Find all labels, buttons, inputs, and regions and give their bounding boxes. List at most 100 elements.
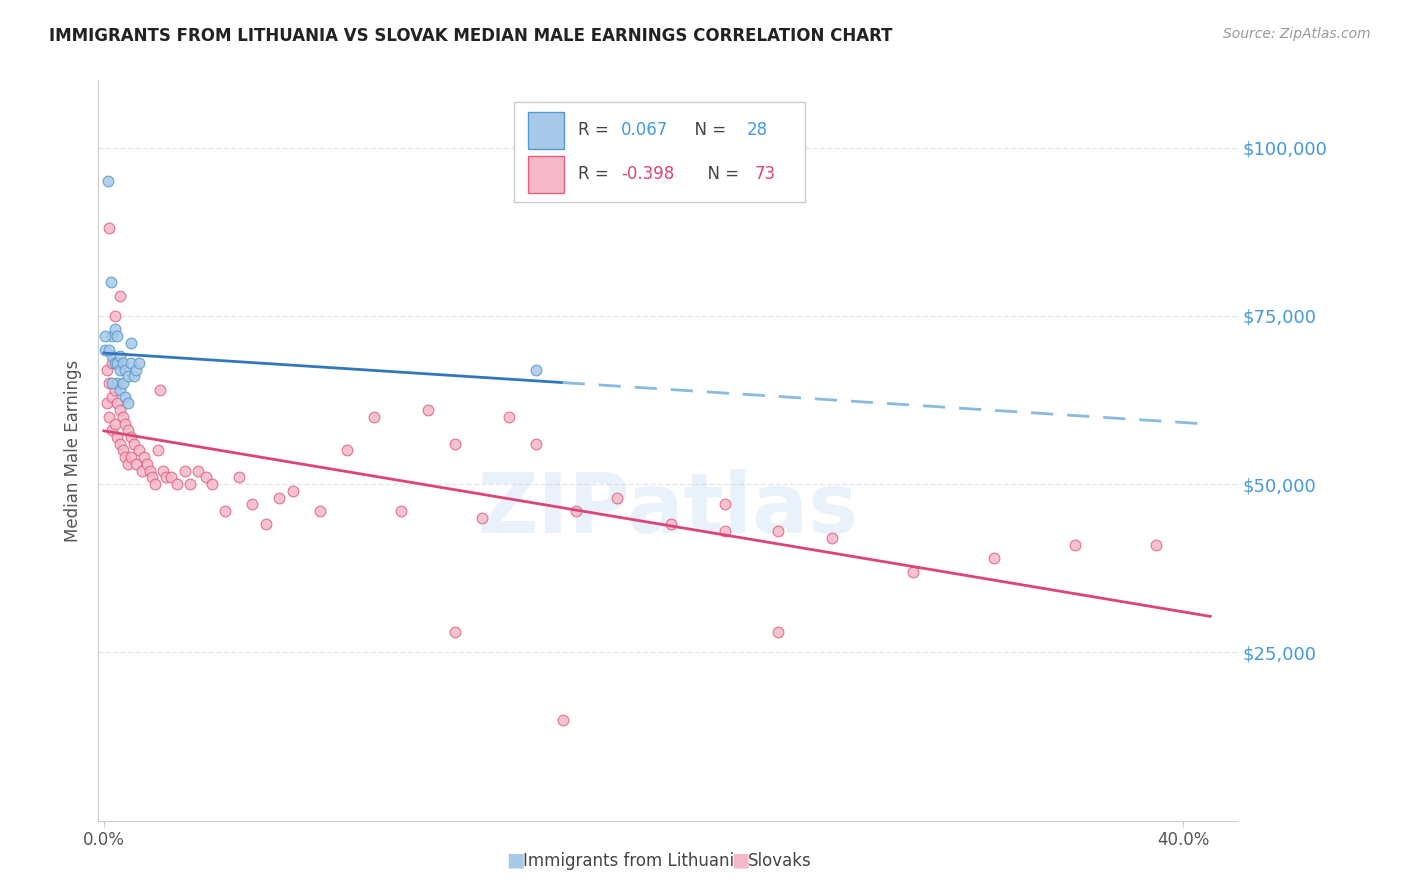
Text: 0.067: 0.067: [621, 121, 668, 139]
Point: [606, 491, 628, 505]
Point: [117, 423, 139, 437]
Point: [97, 174, 120, 188]
Y-axis label: Median Male Earnings: Median Male Earnings: [65, 359, 83, 541]
Point: [128, 443, 150, 458]
Point: [416, 403, 439, 417]
Point: [108, 362, 131, 376]
Text: 73: 73: [755, 165, 776, 184]
Point: [128, 356, 150, 370]
Point: [114, 362, 136, 376]
Text: IMMIGRANTS FROM LITHUANIA VS SLOVAK MEDIAN MALE EARNINGS CORRELATION CHART: IMMIGRANTS FROM LITHUANIA VS SLOVAK MEDI…: [49, 27, 893, 45]
Point: [120, 356, 142, 370]
Point: [105, 356, 128, 370]
Point: [336, 443, 359, 458]
Text: R =: R =: [578, 121, 614, 139]
Text: 28: 28: [747, 121, 768, 139]
Point: [125, 362, 148, 376]
Point: [105, 329, 128, 343]
Point: [94, 329, 117, 343]
Point: [659, 517, 682, 532]
Point: [100, 275, 122, 289]
Point: [713, 497, 735, 511]
Point: [195, 470, 218, 484]
Point: [105, 376, 128, 391]
Point: [98, 376, 121, 391]
Point: [713, 524, 735, 539]
Point: [114, 417, 136, 431]
Point: [108, 349, 131, 363]
Text: -0.398: -0.398: [621, 165, 675, 184]
Text: ■: ■: [731, 851, 749, 870]
Point: [179, 477, 201, 491]
Point: [114, 450, 136, 465]
Point: [228, 470, 250, 484]
Point: [96, 362, 118, 376]
Point: [768, 625, 790, 640]
Point: [138, 464, 160, 478]
Point: [101, 376, 124, 391]
Point: [201, 477, 224, 491]
Point: [111, 356, 134, 370]
Point: [903, 565, 925, 579]
Point: [101, 390, 124, 404]
Text: ZIPatlas: ZIPatlas: [478, 469, 858, 550]
Point: [443, 436, 465, 450]
Point: [565, 504, 588, 518]
Point: [240, 497, 263, 511]
Point: [104, 322, 127, 336]
Point: [105, 396, 128, 410]
Point: [98, 343, 121, 357]
Point: [105, 430, 128, 444]
Bar: [527, 112, 564, 149]
Point: [104, 309, 127, 323]
Point: [111, 409, 134, 424]
Point: [524, 436, 547, 450]
Point: [136, 457, 159, 471]
Point: [768, 524, 790, 539]
Point: [471, 510, 494, 524]
Point: [108, 403, 131, 417]
Point: [821, 531, 844, 545]
Point: [101, 423, 124, 437]
Point: [363, 409, 385, 424]
Point: [104, 356, 127, 370]
Text: N =: N =: [697, 165, 745, 184]
Point: [101, 349, 124, 363]
Point: [122, 369, 145, 384]
Point: [160, 470, 183, 484]
Point: [108, 383, 131, 397]
Point: [143, 477, 166, 491]
Point: [551, 713, 574, 727]
Point: [155, 470, 177, 484]
Point: [134, 450, 156, 465]
Point: [108, 436, 131, 450]
Point: [104, 417, 127, 431]
Point: [117, 396, 139, 410]
Text: N =: N =: [683, 121, 731, 139]
Point: [389, 504, 412, 518]
Point: [101, 329, 124, 343]
Point: [308, 504, 330, 518]
Point: [120, 450, 142, 465]
Point: [254, 517, 277, 532]
Point: [443, 625, 465, 640]
Point: [166, 477, 188, 491]
Point: [117, 369, 139, 384]
Point: [149, 383, 172, 397]
Point: [173, 464, 195, 478]
Point: [98, 221, 121, 235]
Point: [98, 409, 121, 424]
Text: Slovaks: Slovaks: [748, 852, 811, 870]
Point: [114, 390, 136, 404]
Point: [269, 491, 291, 505]
FancyBboxPatch shape: [515, 103, 804, 202]
Point: [101, 356, 124, 370]
Point: [983, 551, 1005, 566]
Point: [120, 430, 142, 444]
Text: Immigrants from Lithuania: Immigrants from Lithuania: [523, 852, 744, 870]
Point: [120, 335, 142, 350]
Point: [122, 436, 145, 450]
Point: [1144, 538, 1167, 552]
Point: [146, 443, 169, 458]
Point: [108, 288, 131, 302]
